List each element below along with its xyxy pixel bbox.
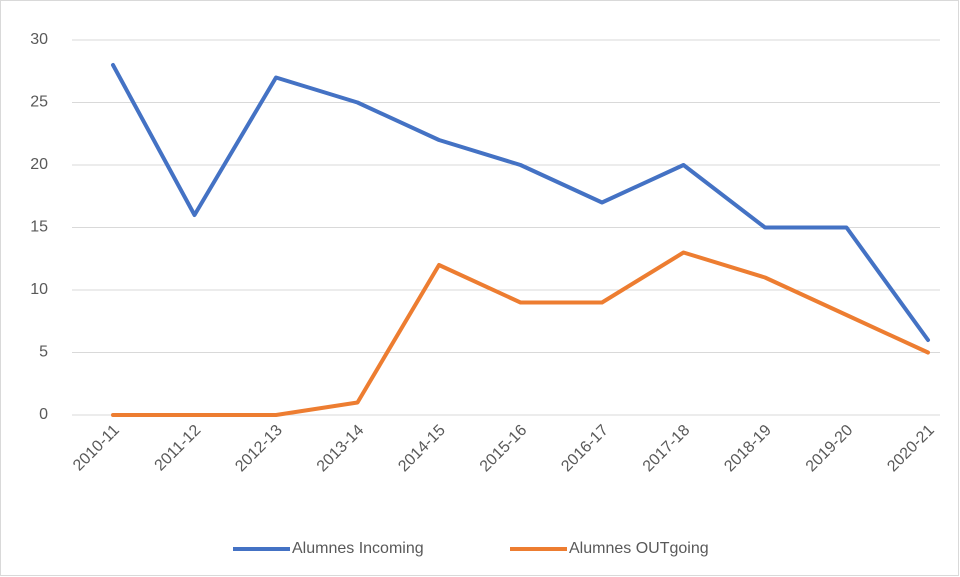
series-line [111,250,930,417]
legend-label: Alumnes OUTgoing [569,540,709,557]
series-line [111,63,930,342]
y-tick-label: 30 [30,31,48,48]
y-tick-label: 15 [30,219,48,236]
legend-label: Alumnes Incoming [292,540,424,557]
y-tick-label: 5 [39,344,48,361]
y-tick-label: 10 [30,281,48,298]
y-tick-label: 20 [30,156,48,173]
y-tick-label: 25 [30,94,48,111]
y-tick-label: 0 [39,406,48,423]
